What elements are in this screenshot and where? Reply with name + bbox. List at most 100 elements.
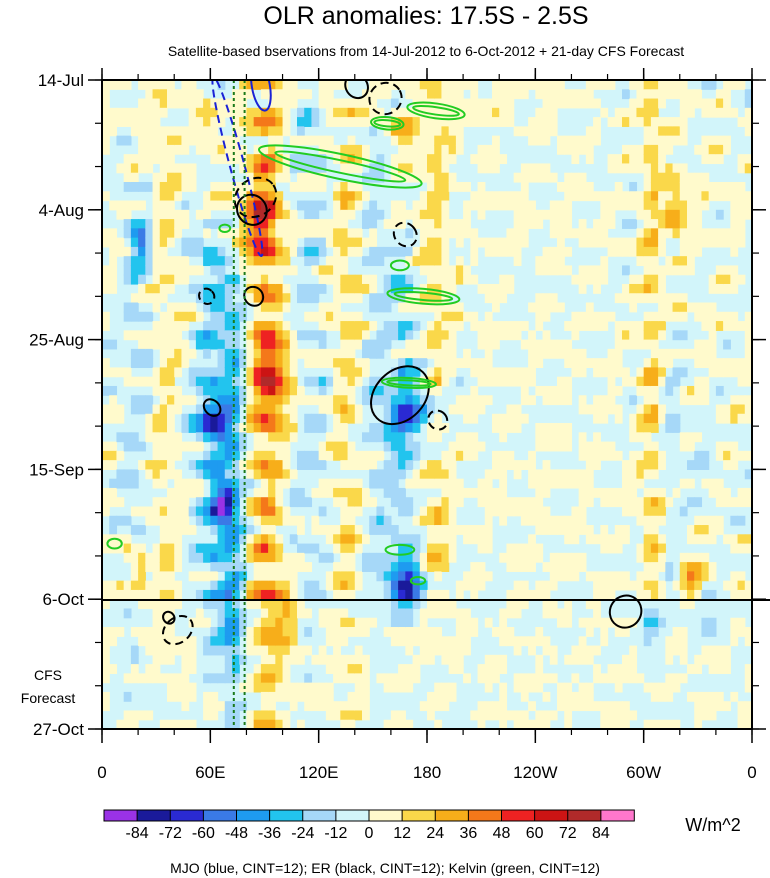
heatmap-cell — [224, 654, 233, 665]
heatmap-cell — [571, 367, 580, 378]
heatmap-cell — [578, 701, 587, 712]
heatmap-cell — [658, 265, 666, 276]
heatmap-cell — [658, 154, 666, 165]
heatmap-cell — [145, 246, 154, 257]
heatmap-cell — [636, 478, 645, 489]
heatmap-cell — [730, 515, 739, 526]
heatmap-cell — [390, 219, 399, 229]
heatmap-cell — [694, 348, 703, 359]
heatmap-cell — [679, 209, 688, 220]
heatmap-cell — [427, 80, 435, 90]
heatmap-cell — [600, 237, 609, 248]
heatmap-cell — [636, 154, 645, 165]
heatmap-cell — [275, 348, 284, 359]
heatmap-cell — [658, 293, 666, 304]
heatmap-cell — [390, 274, 399, 285]
heatmap-cell — [181, 348, 190, 359]
heatmap-cell — [520, 552, 529, 563]
heatmap-cell — [434, 219, 443, 229]
heatmap-cell — [477, 283, 486, 294]
heatmap-cell — [239, 441, 248, 452]
heatmap-cell — [383, 413, 392, 424]
heatmap-cell — [578, 450, 587, 461]
heatmap-cell — [347, 497, 356, 508]
heatmap-cell — [362, 339, 370, 350]
heatmap-cell — [289, 571, 298, 582]
heatmap-cell — [109, 265, 118, 276]
heatmap-cell — [340, 432, 349, 443]
heatmap-cell — [629, 293, 638, 304]
heatmap-cell — [687, 385, 695, 396]
heatmap-cell — [369, 172, 378, 183]
heatmap-cell — [102, 274, 110, 285]
heatmap-cell — [585, 497, 594, 508]
heatmap-cell — [275, 580, 284, 591]
heatmap-cell — [694, 311, 703, 322]
heatmap-cell — [571, 330, 580, 341]
heatmap-cell — [578, 181, 587, 192]
heatmap-cell — [419, 330, 428, 341]
heatmap-cell — [600, 627, 609, 637]
heatmap-cell — [448, 283, 457, 294]
heatmap-cell — [340, 200, 349, 211]
heatmap-cell — [665, 645, 674, 656]
heatmap-cell — [347, 701, 356, 712]
heatmap-cell — [217, 117, 226, 127]
heatmap-cell — [383, 515, 392, 526]
heatmap-cell — [152, 413, 161, 424]
heatmap-cell — [275, 219, 284, 229]
heatmap-cell — [622, 367, 630, 378]
heatmap-cell — [658, 274, 666, 285]
heatmap-cell — [585, 534, 594, 545]
heatmap-cell — [239, 515, 248, 526]
heatmap-cell — [730, 534, 739, 545]
heatmap-cell — [571, 98, 580, 109]
heatmap-cell — [658, 348, 666, 359]
heatmap-cell — [708, 664, 717, 674]
heatmap-cell — [687, 219, 695, 229]
heatmap-cell — [123, 552, 132, 563]
heatmap-cell — [412, 543, 421, 554]
heatmap-cell — [398, 200, 406, 211]
heatmap-cell — [600, 367, 609, 378]
heatmap-cell — [520, 719, 529, 729]
heatmap-cell — [687, 246, 695, 257]
heatmap-cell — [687, 589, 695, 600]
heatmap-cell — [159, 311, 168, 322]
heatmap-cell — [152, 432, 161, 443]
heatmap-cell — [448, 80, 457, 90]
heatmap-cell — [383, 423, 392, 433]
heatmap-cell — [636, 274, 645, 285]
heatmap-cell — [701, 339, 710, 350]
heatmap-cell — [585, 404, 594, 415]
heatmap-cell — [333, 237, 341, 248]
heatmap-cell — [246, 191, 255, 202]
heatmap-cell — [390, 126, 399, 137]
heatmap-cell — [535, 385, 544, 396]
heatmap-cell — [427, 460, 435, 470]
heatmap-cell — [116, 432, 125, 443]
heatmap-cell — [484, 117, 493, 127]
heatmap-cell — [535, 117, 544, 127]
heatmap-cell — [224, 478, 233, 489]
heatmap-cell — [210, 200, 219, 211]
colorbar-swatch — [335, 809, 370, 822]
heatmap-cell — [672, 330, 681, 341]
heatmap-cell — [354, 200, 363, 211]
heatmap-cell — [289, 691, 298, 702]
heatmap-cell — [217, 246, 226, 257]
heatmap-cell — [463, 265, 471, 276]
heatmap-cell — [412, 348, 421, 359]
heatmap-cell — [723, 654, 731, 665]
heatmap-cell — [174, 450, 183, 461]
heatmap-cell — [217, 80, 226, 90]
heatmap-cell — [557, 228, 565, 239]
heatmap-cell — [362, 664, 370, 674]
heatmap-cell — [701, 321, 710, 331]
heatmap-cell — [557, 525, 565, 535]
heatmap-cell — [354, 237, 363, 248]
heatmap-cell — [593, 274, 601, 285]
heatmap-cell — [405, 117, 414, 127]
heatmap-cell — [398, 719, 406, 729]
heatmap-cell — [130, 163, 139, 174]
